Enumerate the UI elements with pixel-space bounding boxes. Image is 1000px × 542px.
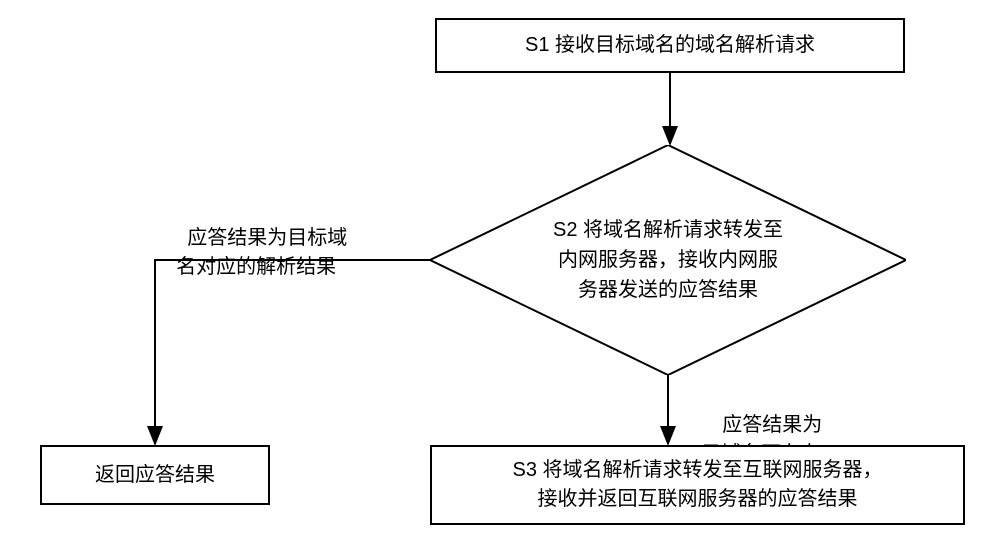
node-return-text: 返回应答结果 — [95, 461, 215, 490]
edge-s2-ret-label: 应答结果为目标域 名对应的解析结果 — [165, 195, 347, 311]
node-s2-text: S2 将域名解析请求转发至 内网服务器，接收内网服 务器发送的应答结果 — [553, 215, 783, 305]
flowchart-canvas: S1 接收目标域名的域名解析请求 S2 将域名解析请求转发至 内网服务器，接收内… — [0, 0, 1000, 542]
node-s3-text: S3 将域名解析请求转发至互联网服务器， 接收并返回互联网服务器的应答结果 — [512, 456, 882, 514]
node-s1: S1 接收目标域名的域名解析请求 — [435, 18, 905, 73]
node-s1-text: S1 接收目标域名的域名解析请求 — [525, 31, 815, 60]
node-return: 返回应答结果 — [40, 445, 270, 505]
node-s3: S3 将域名解析请求转发至互联网服务器， 接收并返回互联网服务器的应答结果 — [430, 445, 965, 525]
node-s2: S2 将域名解析请求转发至 内网服务器，接收内网服 务器发送的应答结果 — [430, 145, 906, 375]
